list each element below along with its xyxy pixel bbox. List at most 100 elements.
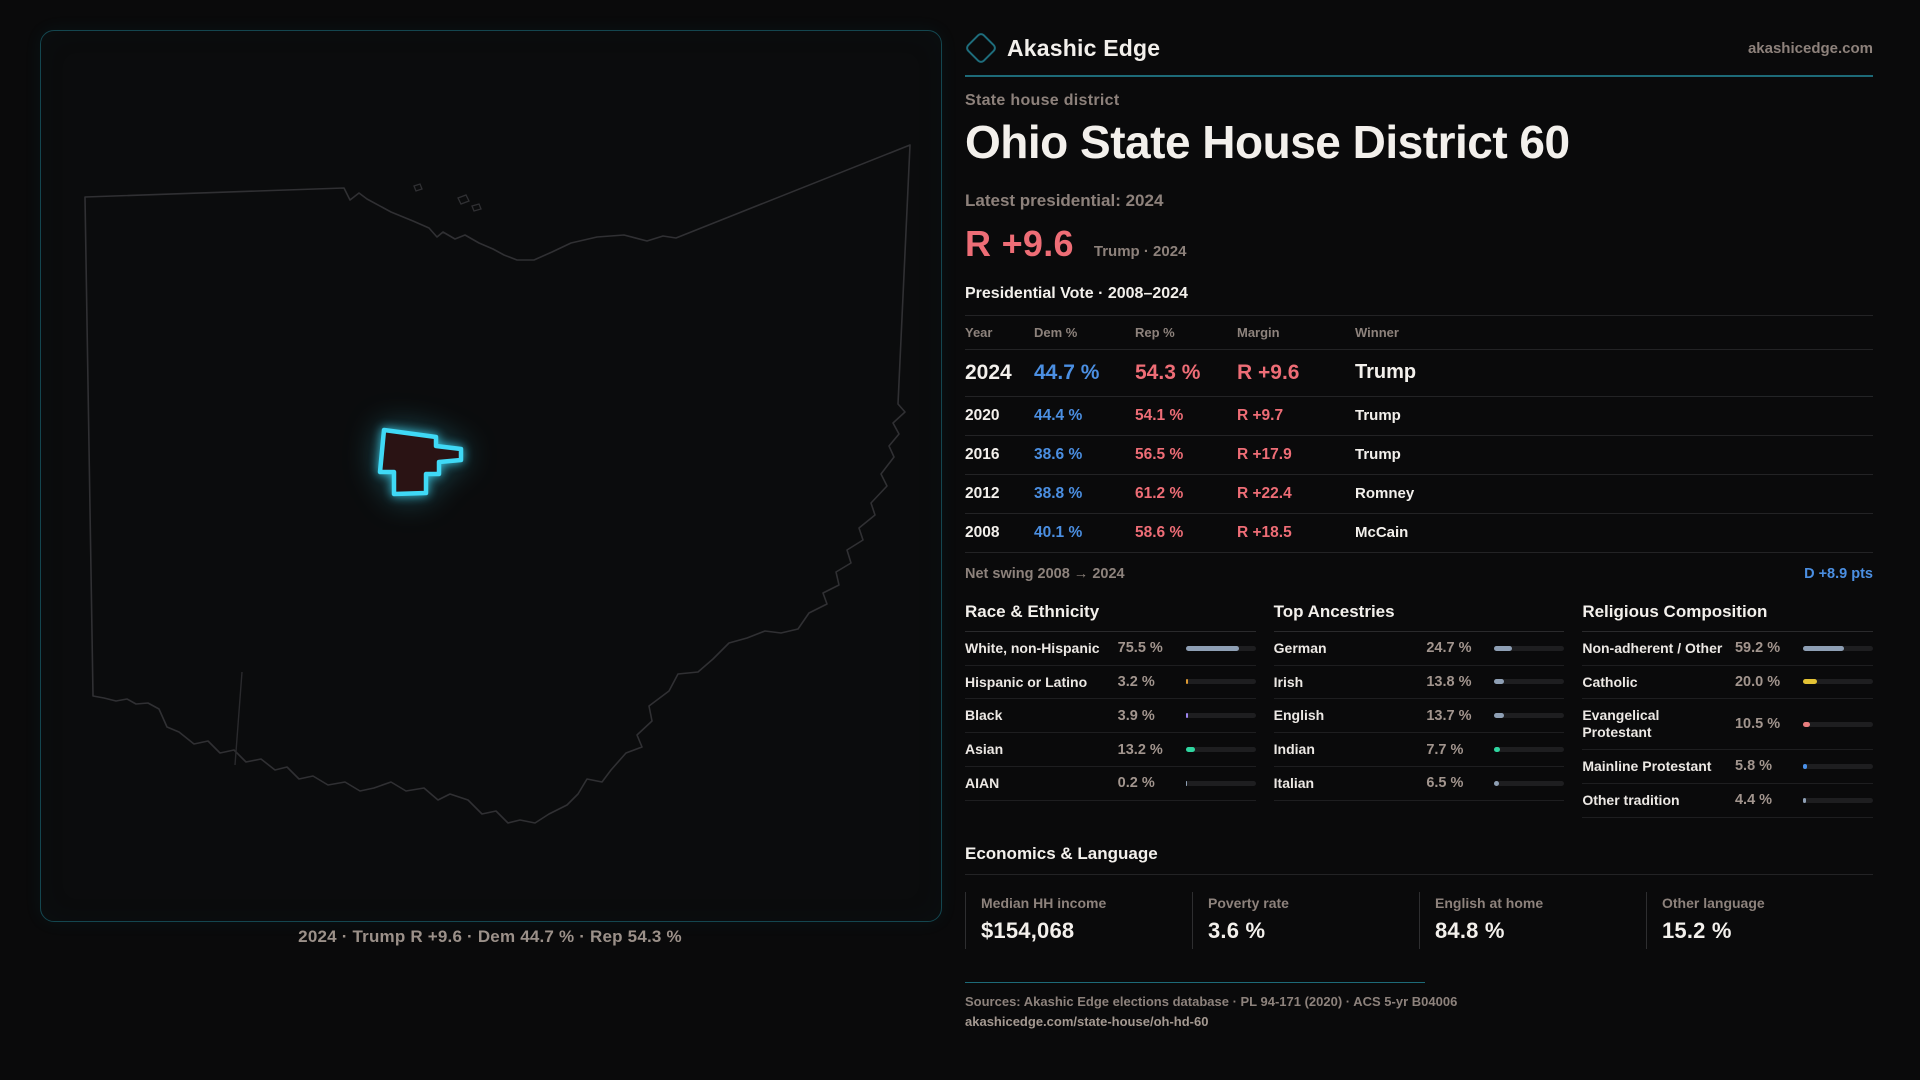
header-divider	[965, 75, 1873, 77]
headline-margin: R +9.6	[965, 222, 1074, 264]
demo-label: Catholic	[1582, 673, 1638, 690]
lake-erie-island	[413, 183, 423, 192]
demo-bar	[1802, 645, 1873, 651]
demo-label: Asian	[965, 741, 1004, 758]
cell-rep: 61.2 %	[1135, 484, 1184, 502]
demo-value: 20.0 %	[1734, 673, 1781, 690]
cell-dem: 40.1 %	[1034, 523, 1083, 541]
demo-label: White, non-Hispanic	[965, 639, 1100, 656]
demo-value: 4.4 %	[1734, 792, 1773, 809]
demo-bar	[1802, 797, 1873, 803]
demo-label: Indian	[1273, 741, 1315, 758]
stat-label: English at home	[1435, 894, 1544, 911]
list-item: AIAN 0.2 %	[965, 767, 1256, 801]
col-dem: Dem %	[1034, 324, 1078, 340]
cell-margin: R +22.4	[1237, 484, 1292, 502]
list-item: Indian 7.7 %	[1273, 733, 1565, 767]
permalink[interactable]: akashicedge.com/state-house/oh-hd-60	[965, 1014, 1209, 1030]
cell-winner: Trump	[1355, 407, 1401, 425]
district-shape[interactable]	[377, 427, 464, 497]
demo-bar-fill	[1494, 713, 1504, 719]
demo-value: 0.2 %	[1117, 775, 1155, 792]
cell-winner: Trump	[1355, 446, 1401, 464]
list-item: Hispanic or Latino 3.2 %	[965, 666, 1256, 700]
demo-bar	[1185, 747, 1256, 753]
vote-row-2012: 2012 38.8 % 61.2 % R +22.4 Romney	[965, 475, 1873, 514]
ohio-outline	[84, 144, 911, 824]
demo-label: Non-adherent / Other	[1582, 639, 1723, 656]
cell-rep: 54.1 %	[1135, 406, 1184, 424]
headline-note: Trump · 2024	[1093, 242, 1187, 260]
cell-year: 2024	[965, 360, 1012, 384]
demo-label: Hispanic or Latino	[965, 673, 1088, 690]
economics-section: Economics & Language Median HH income $1…	[965, 844, 1873, 949]
demo-bar	[1494, 747, 1565, 753]
demo-bar-fill	[1802, 763, 1808, 769]
cell-dem: 38.8 %	[1034, 484, 1083, 502]
demo-value: 3.2 %	[1117, 673, 1155, 690]
list-item: Mainline Protestant 5.8 %	[1582, 750, 1873, 784]
demo-bar-fill	[1185, 713, 1189, 719]
demo-bar-fill	[1494, 780, 1499, 786]
demo-value: 59.2 %	[1734, 640, 1781, 657]
demo-label: Black	[965, 707, 1003, 724]
demo-bar-fill	[1185, 645, 1239, 651]
stat-label: Poverty rate	[1208, 894, 1289, 911]
map-panel	[40, 30, 942, 922]
site-link[interactable]: akashicedge.com	[1747, 39, 1873, 57]
religion-title: Religious Composition	[1582, 602, 1873, 632]
cell-rep: 56.5 %	[1135, 445, 1184, 463]
vote-table: Year Dem % Rep % Margin Winner 2024 44.7…	[965, 314, 1873, 553]
col-margin: Margin	[1237, 324, 1280, 340]
lake-erie-island	[471, 203, 482, 212]
cell-margin: R +9.7	[1237, 406, 1284, 424]
demo-value: 10.5 %	[1734, 716, 1781, 733]
col-rep: Rep %	[1135, 324, 1175, 340]
content-column: Akashic Edge akashicedge.com State house…	[964, 30, 1873, 1030]
list-item: German 24.7 %	[1273, 632, 1565, 666]
demographics-section: Race & Ethnicity White, non-Hispanic 75.…	[965, 602, 1873, 818]
cell-winner: Romney	[1355, 485, 1415, 503]
stat-label: Other language	[1662, 894, 1765, 911]
demo-bar	[1494, 679, 1565, 685]
demo-label: Irish	[1273, 673, 1304, 690]
stat-english-at-home: English at home 84.8 %	[1419, 891, 1646, 949]
demo-label: Other tradition	[1582, 791, 1680, 808]
stat-other-language: Other language 15.2 %	[1646, 891, 1873, 949]
cell-dem: 44.4 %	[1034, 406, 1083, 424]
demo-bar-fill	[1494, 679, 1504, 685]
demo-label: Evangelical Protestant	[1582, 707, 1660, 741]
stat-value: 3.6 %	[1208, 917, 1266, 943]
demo-bar-fill	[1494, 747, 1500, 753]
stat-value: 84.8 %	[1435, 917, 1505, 943]
col-winner: Winner	[1355, 324, 1399, 340]
list-item: Evangelical Protestant 10.5 %	[1582, 699, 1873, 750]
demo-bar	[1185, 780, 1256, 786]
map-caption: 2024 · Trump R +9.6 · Dem 44.7 % · Rep 5…	[298, 927, 682, 946]
cell-year: 2016	[965, 445, 1000, 463]
lake-erie-island	[457, 194, 470, 205]
demo-bar	[1494, 780, 1565, 786]
demo-bar	[1802, 721, 1873, 727]
net-swing-label: Net swing 2008 → 2024	[965, 565, 1125, 582]
stat-median-income: Median HH income $154,068	[965, 891, 1192, 949]
kicker: State house district	[965, 91, 1120, 109]
list-item: Italian 6.5 %	[1273, 767, 1565, 801]
sources-line: Sources: Akashic Edge elections database…	[965, 994, 1458, 1010]
demo-value: 7.7 %	[1426, 741, 1464, 758]
demo-bar-fill	[1494, 645, 1512, 651]
cell-margin: R +17.9	[1237, 445, 1292, 463]
footer: Sources: Akashic Edge elections database…	[965, 981, 1873, 1030]
cell-margin: R +9.6	[1237, 360, 1300, 384]
demo-label: AIAN	[965, 774, 1000, 791]
list-item: Asian 13.2 %	[965, 733, 1256, 767]
list-item: Catholic 20.0 %	[1582, 666, 1873, 700]
ohio-map	[84, 144, 911, 824]
demo-bar	[1802, 679, 1873, 685]
list-item: Other tradition 4.4 %	[1582, 784, 1873, 818]
demo-value: 13.2 %	[1117, 741, 1163, 758]
vote-table-header: Year Dem % Rep % Margin Winner	[965, 316, 1873, 350]
ancestries-column: Top Ancestries German 24.7 % Irish 13.8 …	[1273, 602, 1565, 801]
header: Akashic Edge akashicedge.com	[964, 30, 1873, 66]
